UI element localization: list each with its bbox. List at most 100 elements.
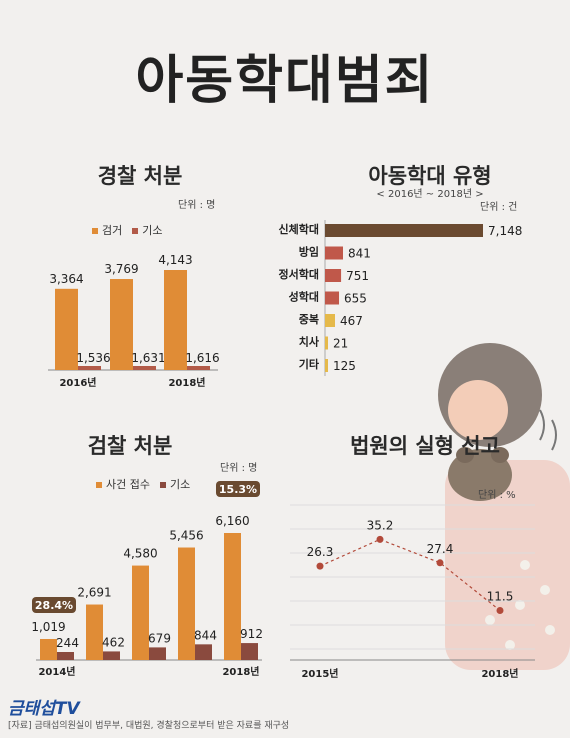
police-legend: 검거 기소 [92, 222, 163, 238]
x-tick-label: 2018년 [168, 376, 205, 389]
bar-arrest [110, 279, 133, 370]
prosecution-legend: 사건 접수 기소 [96, 476, 190, 492]
bar-indict [149, 647, 166, 660]
legend-swatch [92, 228, 98, 234]
ratio-badge [32, 597, 76, 613]
value-label: 2,691 [77, 586, 111, 600]
legend-label: 기소 [169, 478, 191, 491]
ratio-badge-label: 15.3% [219, 483, 257, 496]
value-label: 467 [340, 314, 363, 328]
court-chart: 26.3 2015년 35.2 27.4 11.5 2018년 [290, 504, 535, 680]
value-label: 21 [333, 337, 348, 351]
value-label: 26.3 [307, 545, 334, 559]
legend-swatch [96, 482, 102, 488]
value-label: 655 [344, 292, 367, 306]
category-label: 신체학대 [279, 222, 319, 236]
court-chart-title: 법원의 실형 선고 [350, 434, 500, 458]
types-subtitle: < 2016년 ~ 2018년 > [376, 189, 484, 200]
prosecution-chart: 1,019 244 2014년 2,691 462 4,580 679 5,456 844 6,1… [31, 481, 263, 678]
bar-received [132, 565, 149, 660]
legend-item: 기소 [132, 222, 163, 238]
value-label: 3,364 [49, 272, 83, 286]
category-label: 치사 [299, 335, 320, 349]
value-label: 912 [240, 627, 263, 641]
bar-indict [195, 644, 212, 660]
value-label: 1,019 [31, 620, 65, 634]
legend-label: 기소 [142, 224, 163, 237]
bar-indict [187, 366, 210, 370]
brand-logo: 금태섭TV [8, 694, 80, 719]
bar-received [178, 547, 195, 660]
data-point [316, 562, 324, 570]
legend-swatch [132, 228, 139, 234]
ratio-badge [216, 481, 260, 497]
value-label: 35.2 [367, 518, 394, 532]
value-label: 125 [333, 359, 356, 373]
value-label: 462 [102, 635, 125, 649]
value-label: 6,160 [215, 514, 249, 528]
legend-label: 검거 [102, 224, 123, 237]
bar-indict [57, 652, 74, 660]
bar-indict [103, 651, 120, 660]
category-label: 성학대 [289, 290, 319, 304]
bar [325, 314, 335, 327]
x-tick-label: 2016년 [59, 376, 96, 389]
police-chart-title: 경찰 처분 [97, 164, 183, 188]
bar [325, 246, 343, 260]
types-unit: 단위 : 건 [480, 202, 518, 213]
category-label: 정서학대 [279, 267, 319, 281]
legend-item: 기소 [159, 476, 191, 492]
bar-received [224, 533, 241, 660]
legend-item: 검거 [92, 222, 122, 238]
bar [325, 359, 328, 372]
data-point [436, 559, 444, 567]
category-label: 중복 [299, 312, 319, 326]
logo-tv: TV [54, 699, 80, 719]
bar-indict [133, 366, 156, 370]
police-unit: 단위 : 명 [178, 200, 216, 211]
ratio-badge-label: 28.4% [35, 599, 73, 612]
value-label: 244 [56, 636, 79, 650]
legend-item: 사건 접수 [96, 476, 150, 492]
value-label: 5,456 [169, 529, 203, 543]
value-label: 1,631 [131, 351, 165, 365]
bar [325, 224, 483, 237]
bar-arrest [164, 270, 187, 370]
value-label: 1,536 [76, 351, 110, 365]
bar-indict [241, 643, 258, 660]
police-chart: 3,364 1,536 2016년 3,769 1,631 4,143 1,616 2018년 [48, 253, 220, 389]
bar-arrest [55, 288, 78, 370]
value-label: 841 [348, 247, 371, 261]
value-label: 11.5 [487, 590, 514, 604]
value-label: 3,769 [104, 262, 138, 276]
category-label: 방임 [299, 245, 319, 259]
bar-received [86, 604, 103, 660]
x-tick-label: 2018년 [481, 667, 518, 680]
value-label: 679 [148, 631, 171, 645]
x-tick-label: 2015년 [301, 667, 338, 680]
logo-text: 금태섭 [8, 699, 55, 719]
category-label: 기타 [299, 357, 320, 371]
series-line [319, 538, 501, 611]
bar [325, 269, 342, 282]
value-label: 27.4 [427, 542, 454, 556]
legend-label: 사건 접수 [106, 478, 150, 491]
data-point [496, 607, 504, 614]
data-point [376, 535, 384, 543]
prosecution-chart-title: 검찰 처분 [87, 434, 173, 458]
value-label: 751 [346, 269, 369, 283]
types-chart: 신체학대 7,148 방임 841 정서학대 751 성학대 655 중복 467 치사 21 기타 12… [279, 220, 522, 376]
types-chart-title: 아동학대 유형 [368, 164, 492, 188]
x-tick-label: 2018년 [222, 665, 259, 678]
court-unit: 단위 : % [478, 490, 516, 501]
value-label: 4,143 [158, 253, 192, 267]
value-label: 844 [194, 628, 217, 642]
value-label: 7,148 [488, 224, 522, 238]
main-title: 아동학대범죄 [135, 51, 435, 111]
legend-swatch [159, 482, 166, 488]
x-tick-label: 2014년 [38, 665, 75, 678]
bar-indict [78, 366, 101, 370]
child-illustration [438, 343, 570, 670]
prosecution-unit: 단위 : 명 [220, 463, 258, 474]
bar [325, 291, 340, 305]
